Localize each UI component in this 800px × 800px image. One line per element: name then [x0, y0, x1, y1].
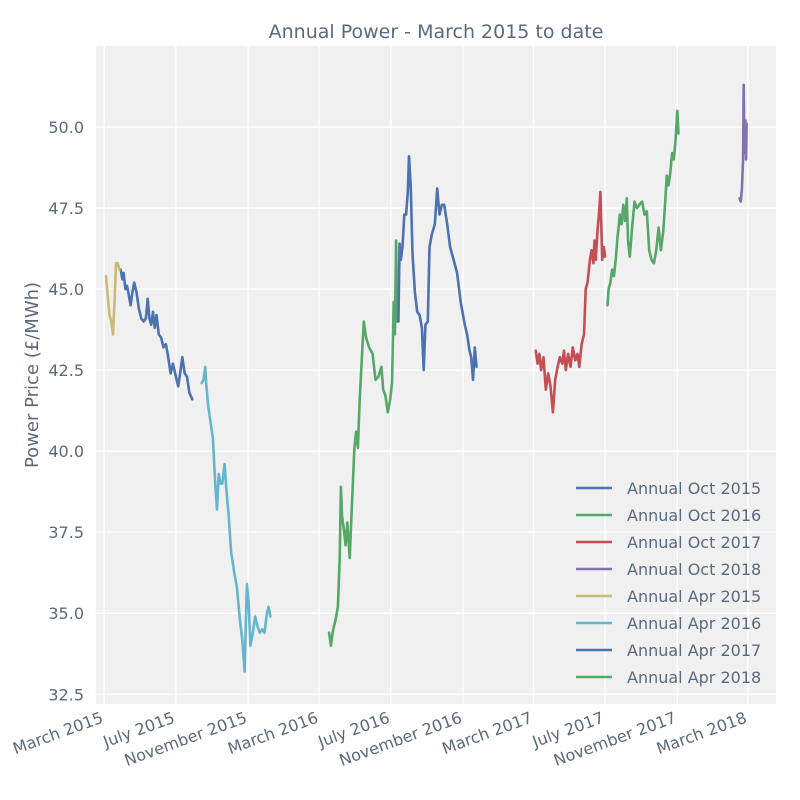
y-tick-label: 40.0 [48, 442, 84, 461]
y-tick-label: 50.0 [48, 118, 84, 137]
series-line [397, 154, 478, 382]
legend-label: Annual Oct 2017 [627, 533, 761, 552]
legend-label: Annual Oct 2015 [627, 479, 761, 498]
y-tick-labels: 32.5 35.0 37.5 40.0 42.5 45.0 47.5 50.0 [48, 118, 84, 704]
legend-label: Annual Apr 2017 [627, 641, 761, 660]
series-line [738, 83, 748, 203]
y-tick-label: 42.5 [48, 361, 84, 380]
y-tick-label: 32.5 [48, 685, 84, 704]
plot-area [96, 46, 776, 704]
legend-label: Annual Apr 2016 [627, 614, 761, 633]
series-line [327, 239, 399, 648]
legend-label: Annual Oct 2016 [627, 506, 761, 525]
legend: Annual Oct 2015 Annual Oct 2016 Annual Oct… [576, 479, 761, 687]
series-line [119, 268, 194, 401]
y-tick-label: 47.5 [48, 199, 84, 218]
x-tick-label: March 2015 [10, 708, 105, 758]
series-line [200, 365, 272, 673]
chart-title: Annual Power - March 2015 to date [269, 21, 604, 43]
y-tick-label: 45.0 [48, 280, 84, 299]
legend-label: Annual Apr 2018 [627, 668, 761, 687]
series-line [534, 190, 607, 414]
y-tick-label: 37.5 [48, 523, 84, 542]
legend-label: Annual Apr 2015 [627, 587, 761, 606]
y-axis-title: Power Price (£/MWh) [22, 282, 43, 468]
y-tick-label: 35.0 [48, 604, 84, 623]
series-line [606, 109, 680, 307]
series-line [104, 261, 121, 336]
legend-label: Annual Oct 2018 [627, 560, 761, 579]
series-lines [104, 83, 748, 673]
